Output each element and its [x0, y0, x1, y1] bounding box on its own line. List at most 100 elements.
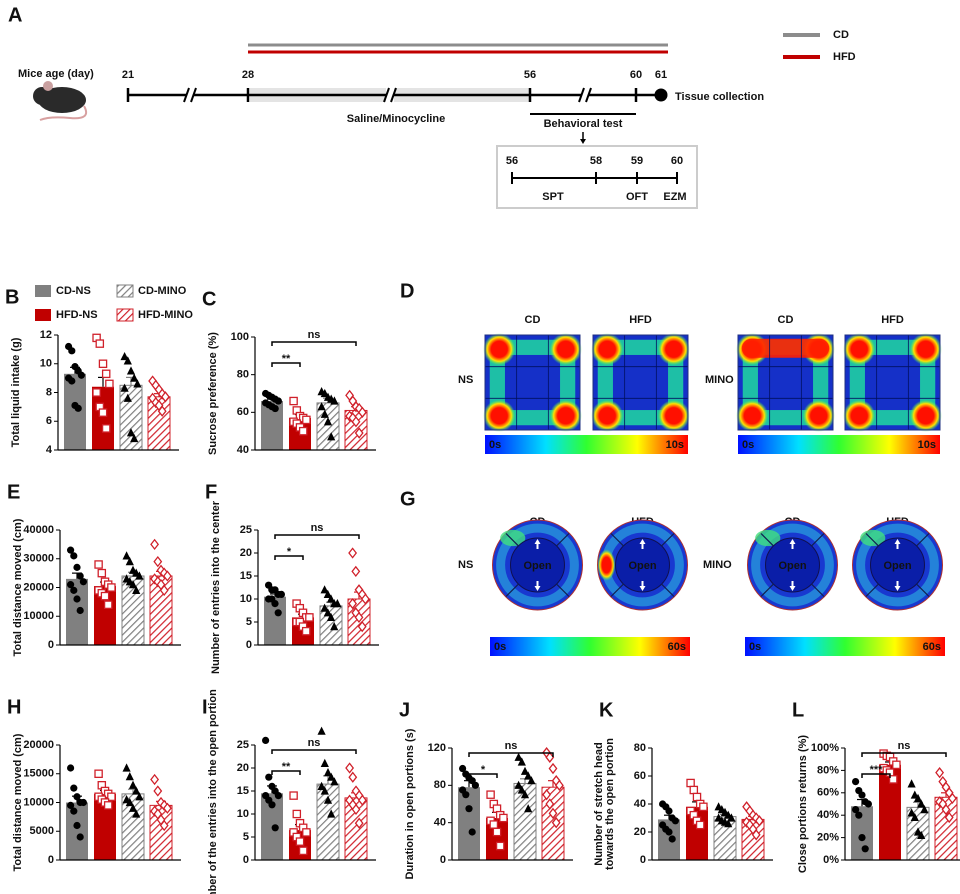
y-tick-label: 10000: [23, 610, 54, 622]
open-arrow: [789, 539, 796, 549]
significance-bracket: [271, 749, 357, 754]
panel-label: D: [400, 280, 414, 302]
data-point: [77, 371, 85, 379]
data-point: [76, 572, 84, 580]
data-point: [724, 819, 733, 828]
maze-inner: [870, 537, 925, 593]
data-point: [351, 803, 361, 816]
y-tick-label: 6: [46, 415, 52, 427]
panel-label: A: [8, 4, 22, 26]
maze-divider: [505, 533, 520, 547]
bar: [261, 401, 283, 450]
axis-break: [585, 87, 592, 103]
data-point: [517, 785, 526, 794]
y-tick-label: 30000: [23, 553, 54, 565]
significance-bracket: [271, 362, 301, 367]
open-label: Open: [883, 560, 911, 572]
data-point: [689, 785, 699, 795]
data-point: [668, 835, 676, 843]
data-point: [524, 771, 533, 780]
row-label: MINO: [703, 559, 732, 571]
y-tick-label: 40%: [817, 809, 839, 821]
data-point: [302, 415, 311, 425]
data-point: [67, 581, 75, 589]
data-point: [323, 417, 333, 426]
data-point: [262, 736, 270, 745]
y-axis-label: Number of the entries into the open port…: [207, 689, 219, 894]
data-point: [73, 793, 81, 801]
open-arrow: [894, 539, 901, 549]
data-point: [920, 805, 929, 814]
arena-hotspot: [843, 399, 876, 432]
data-point: [917, 799, 926, 808]
data-point: [935, 766, 945, 779]
data-point: [495, 841, 505, 851]
mouse-head: [33, 87, 51, 105]
data-point: [162, 802, 172, 814]
maze-divider: [865, 533, 880, 547]
data-point: [79, 578, 87, 586]
data-point: [70, 552, 78, 560]
y-tick-label: 0: [243, 854, 249, 866]
data-point: [892, 760, 901, 770]
day-label: 28: [242, 69, 254, 81]
y-tick-label: 25: [240, 524, 252, 536]
maze-divider: [760, 533, 775, 547]
mouse-tail: [39, 105, 88, 121]
maze-divider: [660, 583, 675, 597]
data-point: [94, 769, 103, 779]
data-point: [326, 612, 336, 621]
data-point: [105, 379, 114, 389]
data-point: [320, 786, 329, 795]
data-point: [330, 622, 339, 631]
maze-divider: [915, 533, 930, 547]
maze-inner: [765, 537, 820, 593]
y-tick-label: 20%: [817, 832, 839, 844]
data-point: [357, 794, 367, 806]
treatment-label: Saline/Minocycline: [347, 113, 445, 125]
maze-divider: [865, 583, 880, 597]
data-point: [160, 391, 170, 403]
open-arrow: [894, 581, 901, 591]
legend-swatch: [116, 284, 134, 298]
data-point: [305, 613, 314, 622]
mouse-ear: [43, 81, 53, 91]
data-point: [76, 606, 84, 615]
y-tick-label: 0: [640, 854, 646, 866]
column-label: CD: [778, 314, 794, 326]
data-point: [298, 846, 308, 856]
data-point: [864, 800, 873, 808]
data-point: [910, 812, 919, 822]
data-point: [92, 388, 101, 397]
arena-hotspot: [736, 399, 769, 432]
maze-inner: [510, 537, 565, 593]
data-point: [125, 557, 134, 566]
data-point: [103, 801, 113, 810]
bar: [264, 596, 286, 645]
data-point: [70, 586, 78, 594]
row-label: NS: [458, 374, 473, 386]
data-point: [917, 830, 926, 839]
data-point: [274, 397, 282, 405]
y-tick-label: 20000: [23, 581, 54, 593]
axis-break: [190, 87, 197, 103]
data-point: [545, 751, 555, 763]
panel-label: K: [599, 699, 614, 721]
y-tick-label: 100: [231, 331, 249, 343]
arena-band: [849, 339, 936, 426]
data-point: [323, 795, 333, 804]
open-arrow: [639, 539, 646, 549]
data-point: [101, 424, 111, 433]
y-tick-label: 20: [634, 826, 646, 838]
row-label: NS: [458, 559, 473, 571]
panel-label: H: [7, 696, 21, 718]
y-axis-label: Number of stretch head: [593, 742, 605, 865]
data-point: [858, 791, 866, 799]
data-point: [159, 819, 169, 832]
open-label: Open: [523, 560, 551, 572]
data-point: [277, 590, 285, 599]
data-point: [554, 779, 564, 791]
significance-bracket: [861, 752, 947, 757]
data-point: [492, 827, 502, 837]
